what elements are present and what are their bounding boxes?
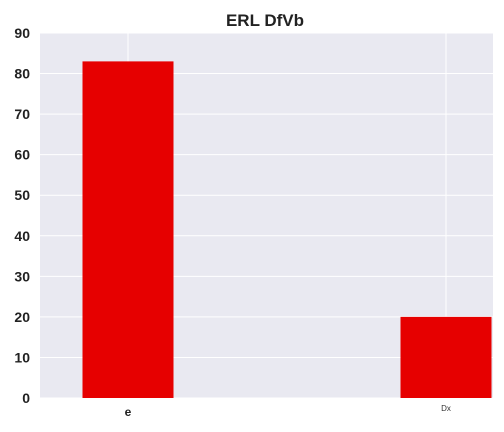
y-tick-label: 40: [14, 228, 30, 244]
y-tick-label: 50: [14, 187, 30, 203]
y-tick-label: 90: [14, 25, 30, 41]
bars: [82, 61, 492, 399]
y-tick-label: 80: [14, 66, 30, 82]
y-tick-label: 10: [14, 349, 30, 365]
y-tick-label: 0: [22, 390, 30, 406]
bar-Dx: [400, 316, 492, 398]
y-tick-label: 60: [14, 147, 30, 163]
y-axis-ticks: 0 10 20 30 40 50 60 70 80 90: [14, 25, 30, 406]
bar-e: [82, 61, 174, 399]
chart-title: ERL DfVb: [226, 11, 304, 30]
y-tick-label: 30: [14, 268, 30, 284]
y-tick-label: 70: [14, 106, 30, 122]
x-tick-label: e: [125, 405, 132, 419]
x-axis-ticks: e Dx: [125, 404, 451, 419]
x-tick-label: Dx: [441, 404, 451, 413]
y-tick-label: 20: [14, 309, 30, 325]
